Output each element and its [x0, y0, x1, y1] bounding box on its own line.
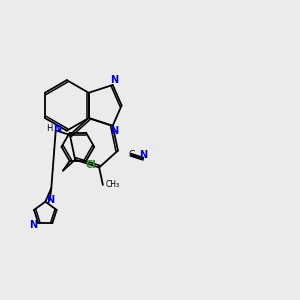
Text: N: N: [29, 220, 38, 230]
Text: Cl: Cl: [86, 160, 97, 170]
Text: H: H: [46, 124, 52, 134]
Text: N: N: [139, 150, 147, 160]
Text: C: C: [128, 150, 134, 159]
Text: CH₃: CH₃: [105, 180, 119, 189]
Text: N: N: [110, 126, 118, 136]
Text: N: N: [110, 75, 118, 85]
Text: N: N: [53, 124, 61, 134]
Text: N: N: [46, 195, 55, 205]
